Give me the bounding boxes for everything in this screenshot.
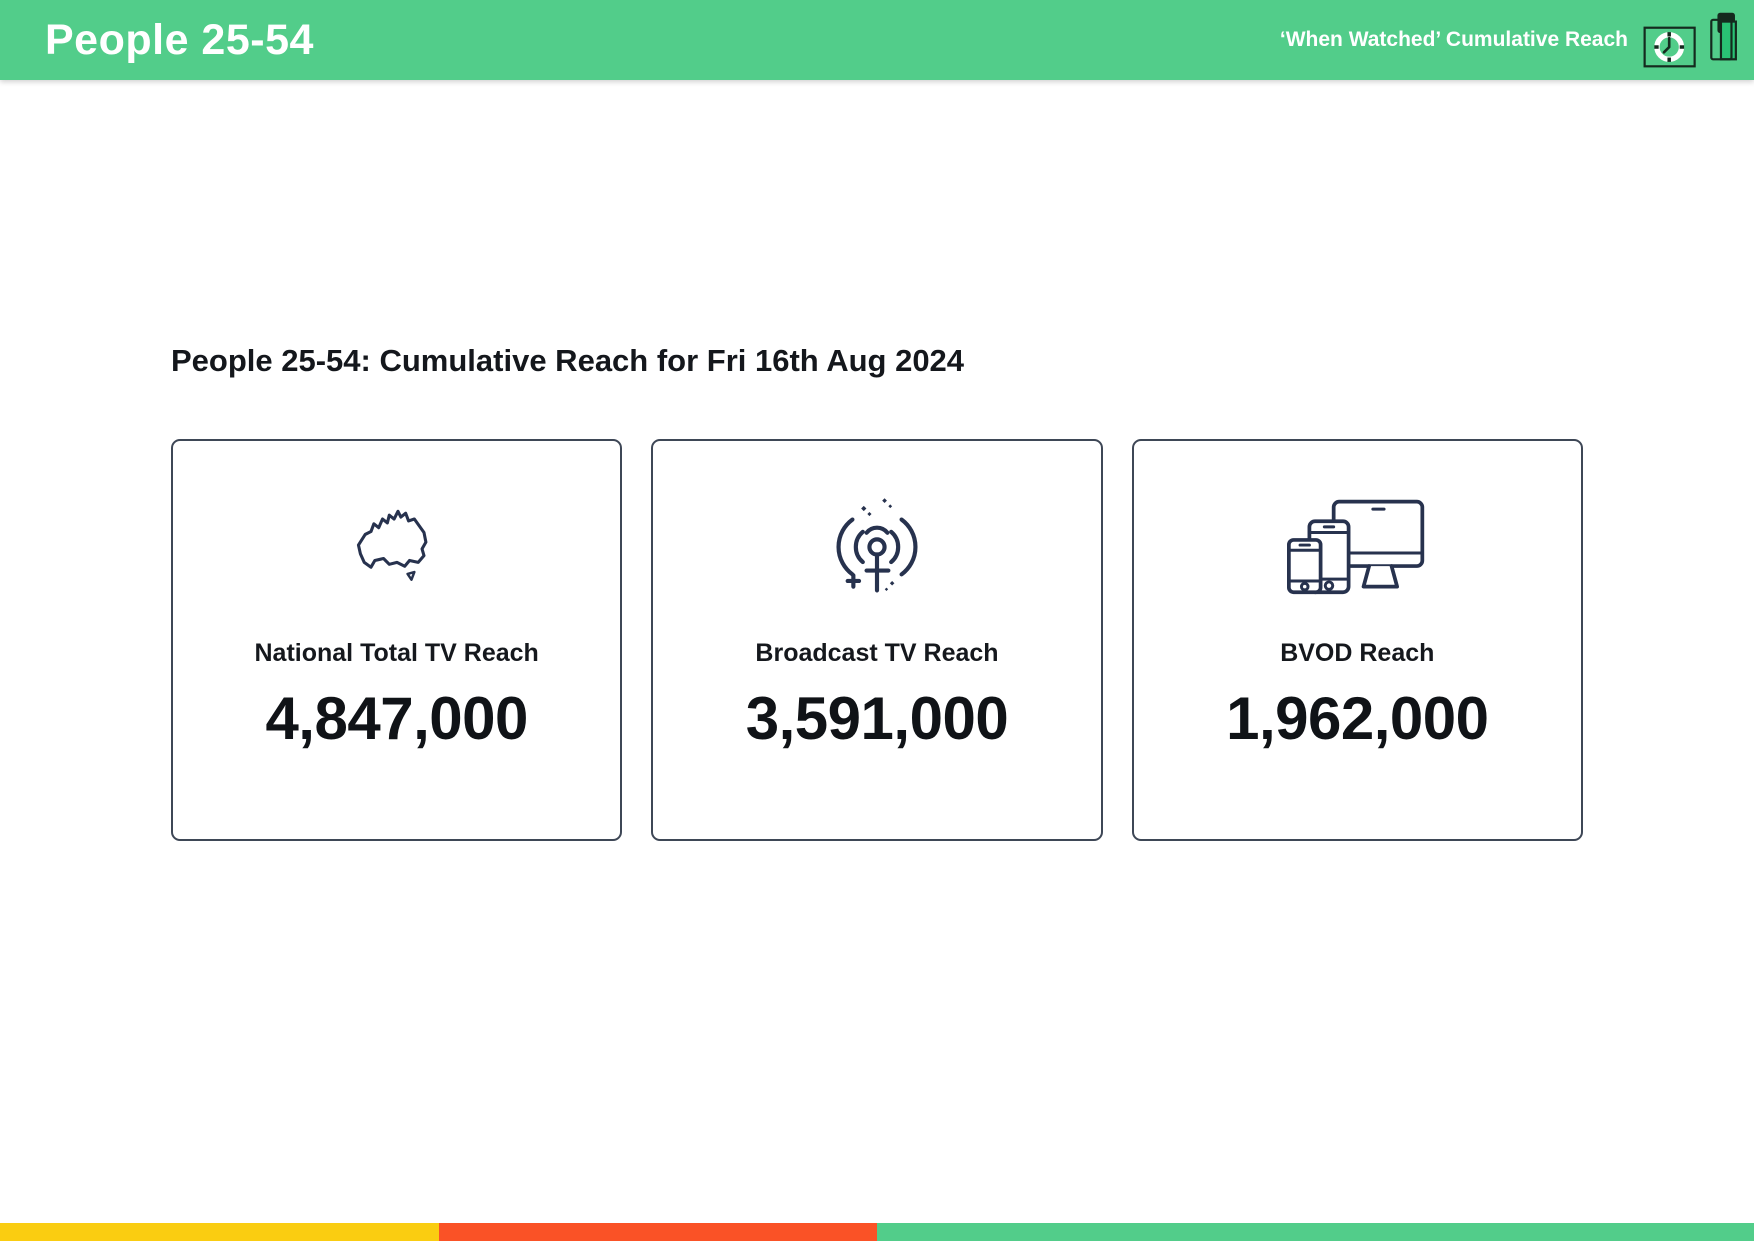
clock-device-icon	[1642, 7, 1742, 73]
page-title: People 25-54	[45, 15, 314, 64]
kpi-label: BVOD Reach	[1280, 639, 1435, 667]
footer-stripe-red	[438, 1223, 877, 1241]
kpi-label: Broadcast TV Reach	[755, 639, 999, 667]
kpi-label: National Total TV Reach	[254, 639, 539, 667]
header-right-group: ‘When Watched’ Cumulative Reach	[1280, 0, 1742, 80]
kpi-cards-row: National Total TV Reach 4,847,000	[171, 439, 1583, 841]
kpi-value: 1,962,000	[1226, 685, 1489, 752]
kpi-card-bvod: BVOD Reach 1,962,000	[1131, 439, 1583, 841]
footer-stripe-yellow	[0, 1223, 439, 1241]
broadcast-antenna-icon	[825, 453, 929, 638]
header-bar: People 25-54 ‘When Watched’ Cumulative R…	[0, 0, 1754, 80]
report-subtitle: ‘When Watched’ Cumulative Reach	[1279, 28, 1628, 51]
australia-map-icon	[344, 453, 450, 638]
kpi-value: 4,847,000	[265, 685, 528, 752]
main-content: People 25-54: Cumulative Reach for Fri 1…	[0, 80, 1754, 841]
kpi-card-national-total-tv: National Total TV Reach 4,847,000	[171, 439, 623, 841]
kpi-card-broadcast-tv: Broadcast TV Reach 3,591,000	[651, 439, 1103, 841]
kpi-value: 3,591,000	[745, 685, 1009, 752]
multi-devices-icon	[1287, 453, 1427, 638]
footer-stripe-green	[877, 1223, 1754, 1241]
footer-color-stripes	[0, 1223, 1754, 1241]
report-heading: People 25-54: Cumulative Reach for Fri 1…	[171, 343, 965, 378]
